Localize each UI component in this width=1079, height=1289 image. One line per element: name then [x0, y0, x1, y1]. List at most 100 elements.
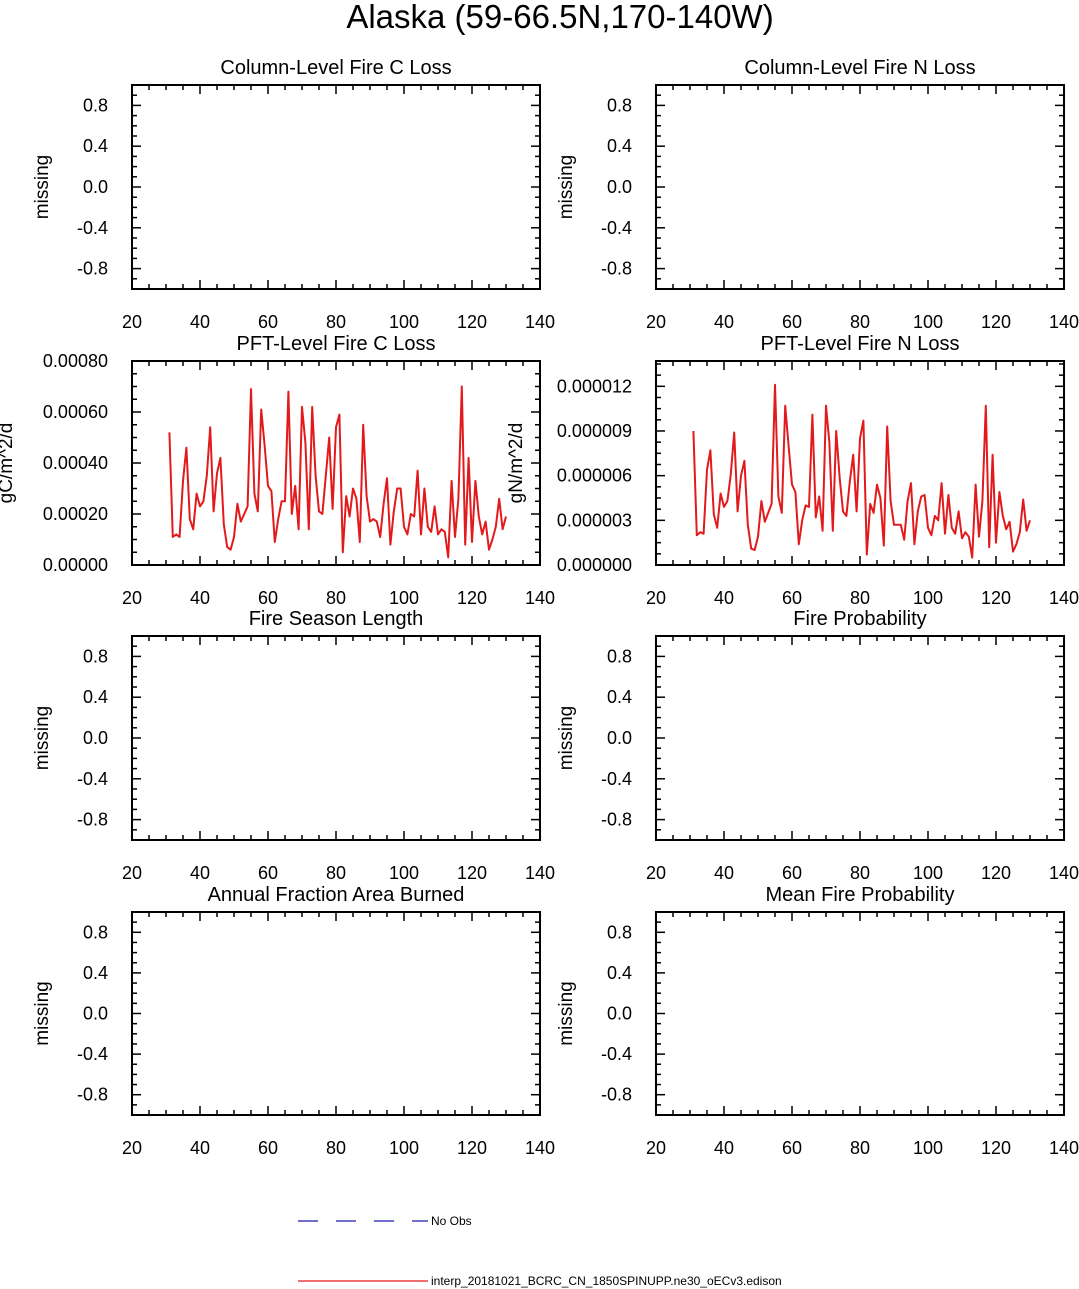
panel-5: Fire Season Length missing 20 40 60 80 100 120 1… — [32, 608, 555, 883]
x-tick-label: 20 — [122, 588, 142, 608]
plot-frame — [655, 635, 1065, 841]
x-tick-label: 20 — [646, 588, 666, 608]
panel-6: Fire Probability missing 20 40 60 80 100 120 140… — [556, 608, 1079, 883]
x-tick-label: 120 — [981, 863, 1011, 883]
panel-title: Column-Level Fire N Loss — [744, 57, 975, 79]
x-tick-label: 140 — [525, 588, 555, 608]
panel-7: Annual Fraction Area Burned missing 20 40 60… — [32, 884, 555, 1158]
x-tick-label: 20 — [646, 1138, 666, 1158]
panel-title: Column-Level Fire C Loss — [220, 57, 451, 79]
x-tick-label: 140 — [1049, 863, 1079, 883]
y-tick-label: 0.00040 — [43, 453, 108, 473]
panel-2: Column-Level Fire N Loss missing 20 40 60 80 1… — [556, 57, 1079, 332]
figure-title: Alaska (59-66.5N,170-140W) — [346, 0, 773, 35]
y-tick-label: 0.8 — [607, 95, 632, 115]
y-tick-label: -0.8 — [77, 1085, 108, 1105]
x-tick-label: 80 — [326, 863, 346, 883]
y-tick-label: -0.4 — [601, 218, 632, 238]
y-tick-label: 0.000012 — [557, 376, 632, 396]
legend-label: No Obs — [431, 1214, 472, 1228]
x-tick-label: 120 — [981, 1138, 1011, 1158]
y-axis-label: missing — [32, 706, 53, 770]
x-tick-label: 100 — [389, 1138, 419, 1158]
x-tick-label: 100 — [913, 1138, 943, 1158]
x-tick-label: 140 — [1049, 588, 1079, 608]
x-tick-label: 100 — [389, 863, 419, 883]
y-tick-label: 0.00060 — [43, 402, 108, 422]
y-tick-label: 0.4 — [83, 687, 108, 707]
panel-1: Column-Level Fire C Loss missing 20 40 60 80 1… — [32, 57, 555, 332]
y-tick-label: -0.4 — [77, 1044, 108, 1064]
x-tick-label: 80 — [326, 312, 346, 332]
x-tick-label: 60 — [782, 863, 802, 883]
panel-title: Mean Fire Probability — [766, 884, 955, 906]
x-tick-label: 100 — [913, 312, 943, 332]
y-tick-label: 0.4 — [607, 687, 632, 707]
x-tick-label: 80 — [850, 1138, 870, 1158]
y-tick-label: 0.0 — [83, 1004, 108, 1024]
plot-frame — [131, 635, 541, 841]
y-tick-label: -0.8 — [601, 1085, 632, 1105]
x-tick-label: 120 — [457, 1138, 487, 1158]
y-tick-label: -0.4 — [601, 769, 632, 789]
y-tick-label: 0.0 — [83, 728, 108, 748]
y-tick-label: 0.00000 — [43, 555, 108, 575]
y-tick-label: -0.8 — [77, 810, 108, 830]
y-tick-label: -0.8 — [601, 810, 632, 830]
x-tick-label: 60 — [782, 588, 802, 608]
y-tick-label: 0.00020 — [43, 504, 108, 524]
y-tick-label: 0.4 — [83, 136, 108, 156]
x-tick-label: 140 — [1049, 1138, 1079, 1158]
x-tick-label: 20 — [122, 312, 142, 332]
x-tick-label: 40 — [190, 863, 210, 883]
x-tick-label: 80 — [850, 863, 870, 883]
y-tick-label: 0.8 — [83, 922, 108, 942]
panel-title: Fire Season Length — [249, 608, 424, 630]
x-tick-label: 80 — [850, 312, 870, 332]
x-tick-label: 100 — [389, 588, 419, 608]
plot-frame — [131, 911, 541, 1116]
x-tick-label: 40 — [714, 588, 734, 608]
plot-frame — [131, 360, 541, 566]
y-tick-label: -0.8 — [601, 259, 632, 279]
x-tick-label: 120 — [457, 312, 487, 332]
series-line — [168, 385, 507, 559]
legend-label: interp_20181021_BCRC_CN_1850SPINUPP.ne30… — [431, 1274, 782, 1288]
x-tick-label: 80 — [850, 588, 870, 608]
x-tick-label: 40 — [190, 588, 210, 608]
x-tick-label: 120 — [981, 312, 1011, 332]
y-axis-label: missing — [32, 981, 53, 1045]
y-tick-label: 0.8 — [607, 646, 632, 666]
y-tick-label: 0.8 — [607, 922, 632, 942]
plot-frame — [655, 360, 1065, 566]
y-tick-label: 0.4 — [607, 963, 632, 983]
x-tick-label: 20 — [122, 863, 142, 883]
y-tick-label: 0.000006 — [557, 466, 632, 486]
y-tick-label: -0.8 — [77, 259, 108, 279]
x-tick-label: 40 — [190, 312, 210, 332]
y-axis-label: missing — [32, 155, 53, 219]
y-tick-label: -0.4 — [601, 1044, 632, 1064]
y-tick-label: 0.000009 — [557, 421, 632, 441]
x-tick-label: 60 — [258, 1138, 278, 1158]
series-line — [692, 383, 1031, 559]
plot-frame — [655, 911, 1065, 1116]
y-tick-label: 0.0 — [607, 177, 632, 197]
panel-8: Mean Fire Probability missing 20 40 60 80 100 1… — [556, 884, 1079, 1158]
y-tick-label: 0.000003 — [557, 510, 632, 530]
panel-title: Annual Fraction Area Burned — [208, 884, 465, 906]
x-tick-label: 60 — [258, 588, 278, 608]
y-tick-label: 0.4 — [83, 963, 108, 983]
x-tick-label: 60 — [782, 312, 802, 332]
legend: No Obs interp_20181021_BCRC_CN_1850SPINUP… — [298, 1214, 782, 1288]
x-tick-label: 40 — [190, 1138, 210, 1158]
y-axis-label: missing — [556, 981, 577, 1045]
x-tick-label: 60 — [258, 312, 278, 332]
y-tick-label: 0.00080 — [43, 351, 108, 371]
y-tick-label: -0.4 — [77, 218, 108, 238]
x-tick-label: 60 — [782, 1138, 802, 1158]
x-tick-label: 60 — [258, 863, 278, 883]
plot-frame — [131, 84, 541, 290]
y-axis-label: gN/m^2/d — [506, 423, 527, 504]
